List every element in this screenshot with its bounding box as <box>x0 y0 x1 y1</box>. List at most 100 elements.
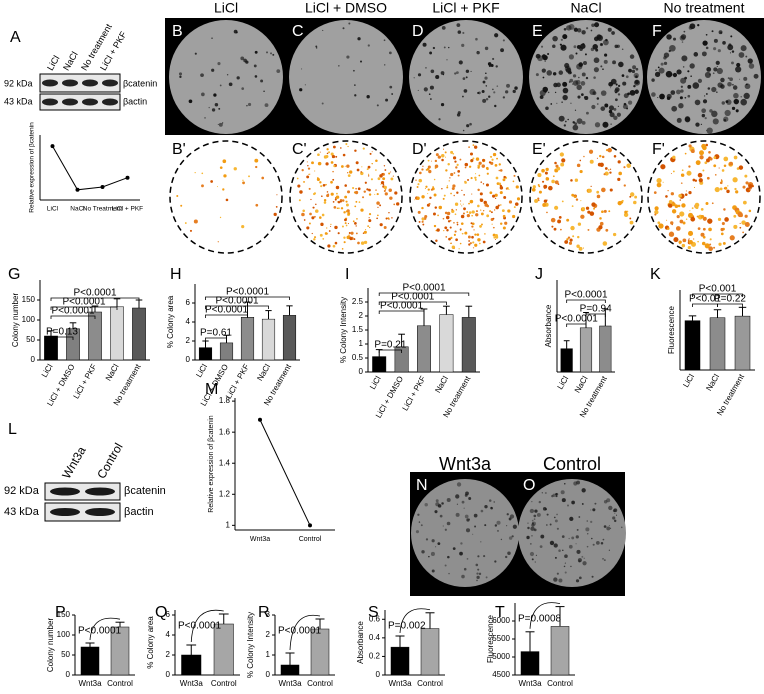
colony <box>193 219 198 224</box>
colony <box>733 98 740 105</box>
colony <box>570 565 572 568</box>
colony <box>604 171 609 176</box>
colony <box>218 122 223 127</box>
colony <box>744 174 748 178</box>
colony <box>654 213 657 216</box>
colony <box>702 227 706 231</box>
colony <box>576 480 581 485</box>
colony <box>565 67 572 73</box>
colony <box>371 162 373 165</box>
colony <box>559 152 564 157</box>
colony <box>370 178 373 181</box>
colony <box>542 76 545 79</box>
colony <box>354 149 357 152</box>
colony <box>423 87 428 92</box>
colony <box>491 158 494 161</box>
colony <box>457 169 461 173</box>
line <box>52 145 128 191</box>
colony <box>663 56 667 60</box>
colony <box>343 211 346 214</box>
colony <box>421 217 425 221</box>
colony <box>733 92 739 99</box>
colony <box>446 228 449 232</box>
panel-letter: B <box>172 23 183 40</box>
colony <box>632 65 637 70</box>
colony <box>684 193 688 196</box>
colony <box>246 104 248 107</box>
colony <box>542 202 547 207</box>
blot-strip <box>44 502 121 522</box>
colony <box>556 572 559 575</box>
colony <box>427 159 430 162</box>
colony <box>592 91 597 96</box>
colony <box>553 516 556 519</box>
p-value: P<0.0001 <box>402 283 446 294</box>
colony <box>433 224 437 228</box>
bracket <box>50 306 118 310</box>
colony <box>437 504 442 508</box>
colony <box>476 233 480 236</box>
y-tick-label: 0 <box>186 355 191 364</box>
colony <box>552 44 556 48</box>
colony <box>573 45 577 49</box>
colony <box>473 513 478 518</box>
colony <box>472 144 475 146</box>
colony <box>492 194 496 198</box>
colony <box>562 94 568 101</box>
y-tick-label: 0 <box>359 367 364 376</box>
colony <box>475 563 479 567</box>
colony <box>474 525 477 528</box>
colony <box>676 117 682 123</box>
colony <box>552 35 558 42</box>
colony <box>447 555 450 559</box>
colony <box>499 222 503 225</box>
colony <box>656 178 662 184</box>
colony <box>425 67 427 69</box>
y-axis-label: % Colony Intensity <box>339 297 348 363</box>
colony <box>729 235 735 241</box>
bar <box>599 325 612 373</box>
colony <box>346 164 350 168</box>
colony <box>601 187 606 193</box>
colony <box>327 244 331 248</box>
colony <box>375 189 377 191</box>
colony <box>499 184 503 188</box>
colony <box>575 198 579 201</box>
colony <box>697 240 699 243</box>
blot-band <box>50 487 80 496</box>
colony <box>701 108 707 114</box>
panel-letter: E' <box>532 141 546 158</box>
bar <box>560 348 573 373</box>
colony <box>610 87 612 89</box>
plate-outline <box>647 140 761 254</box>
colony <box>194 52 197 55</box>
colony <box>706 158 710 163</box>
blot-band <box>82 98 98 106</box>
colony <box>317 161 322 166</box>
colony <box>680 89 684 93</box>
colony <box>464 231 468 235</box>
colony <box>448 237 451 241</box>
colony <box>462 31 465 34</box>
colony <box>344 195 348 199</box>
colony <box>461 43 465 47</box>
colony <box>481 164 486 168</box>
colony <box>625 75 629 79</box>
colony <box>477 238 481 242</box>
colony <box>576 163 581 168</box>
colony <box>634 195 638 199</box>
colony <box>188 99 193 104</box>
colony <box>610 527 612 529</box>
y-axis-label: Absorbance <box>544 304 553 347</box>
band-size: 92 kDa <box>4 78 33 88</box>
colony <box>303 219 306 221</box>
bracket <box>190 609 224 643</box>
colony <box>377 214 379 217</box>
colony <box>561 498 566 503</box>
colony <box>725 100 729 104</box>
colony <box>702 169 705 172</box>
colony <box>735 190 739 194</box>
colony <box>477 91 480 94</box>
y-tick-label: 6 <box>186 298 191 307</box>
colony <box>566 218 570 222</box>
